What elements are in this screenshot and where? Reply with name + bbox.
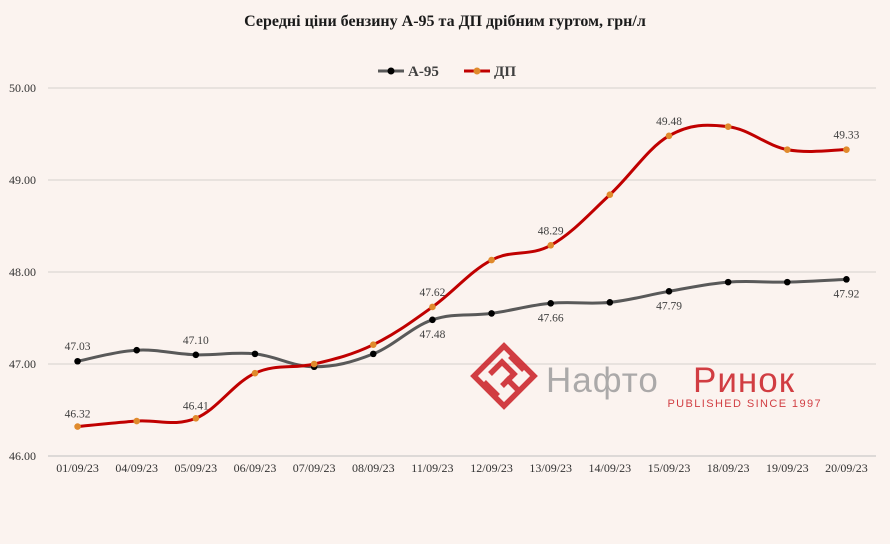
data-point-dp [192,414,200,422]
data-point-a95 [724,278,732,286]
data-point-dp [665,132,673,140]
x-tick-label: 12/09/23 [470,461,513,475]
svg-text:Ринок: Ринок [693,361,795,400]
y-tick-label: 48.00 [9,265,36,279]
legend-label-a95: А-95 [408,64,439,80]
data-point-dp [606,191,614,199]
y-tick-label: 47.00 [9,357,36,371]
data-point-a95 [547,299,555,307]
data-point-a95 [192,351,200,359]
data-point-dp [251,369,259,377]
data-point-dp [783,146,791,153]
data-point-dp [547,242,555,249]
y-axis-ticks: 46.00 47.00 48.00 49.00 50.00 [9,81,36,463]
x-tick-label: 05/09/23 [175,461,218,475]
logo-tagline: PUBLISHED SINCE 1997 [667,398,822,410]
data-label-a95: 47.03 [65,341,91,353]
x-tick-label: 07/09/23 [293,461,336,475]
data-labels: 47.03 47.10 47.48 47.66 47.79 47.92 46.32 46.41… [65,116,860,421]
data-label-a95: 47.66 [538,312,564,324]
logo-mark [470,342,538,410]
data-point-a95 [251,350,259,358]
data-point-dp [74,423,81,430]
data-point-a95 [429,316,436,324]
data-point-dp [724,123,732,130]
x-tick-label: 14/09/23 [589,461,632,475]
x-axis-ticks: 01/09/23 04/09/23 05/09/23 06/09/23 07/09/23… [56,461,868,475]
legend-marker-a95 [387,67,395,75]
series-line-a95 [76,277,848,369]
data-label-dp: 49.33 [833,130,859,142]
series-layer [74,123,850,430]
data-point-a95 [74,357,81,365]
data-point-a95 [665,288,673,295]
data-label-a95: 47.92 [833,288,859,300]
x-tick-label: 18/09/23 [707,461,750,475]
svg-text:Нафто: Нафто [546,361,659,400]
data-label-a95: 47.79 [656,300,682,312]
legend-item-dp: ДП [464,64,516,80]
data-label-dp: 48.29 [538,225,564,237]
x-tick-label: 20/09/23 [825,461,868,475]
data-label-a95: 47.10 [183,335,209,347]
x-tick-label: 15/09/23 [648,461,691,475]
data-point-a95 [488,310,495,317]
y-tick-label: 49.00 [9,173,36,187]
data-label-dp: 49.48 [656,116,682,128]
data-point-dp [843,146,850,153]
data-point-a95 [783,278,791,286]
x-tick-label: 19/09/23 [766,461,809,475]
legend: А-95 ДП [378,64,516,80]
x-tick-label: 01/09/23 [56,461,99,475]
x-tick-label: 06/09/23 [234,461,277,475]
data-point-dp [310,360,318,368]
data-point-dp [133,417,141,425]
data-label-dp: 46.32 [65,409,91,421]
data-label-a95: 47.48 [419,329,445,341]
naftorynok-logo: Нафто Ринок PUBLISHED SINCE 1997 [470,342,822,410]
x-tick-label: 04/09/23 [115,461,158,475]
x-tick-label: 13/09/23 [529,461,572,475]
grid [48,87,876,457]
x-tick-label: 11/09/23 [411,461,453,475]
data-point-a95 [369,350,377,358]
data-label-dp: 47.62 [419,287,445,299]
data-point-dp [488,256,495,264]
data-point-a95 [606,299,614,306]
data-label-dp: 46.41 [183,400,209,412]
legend-label-dp: ДП [494,64,516,80]
data-point-a95 [843,276,850,283]
series-line-dp [76,123,848,429]
legend-item-a95: А-95 [378,64,439,80]
data-point-dp [369,341,377,348]
chart-title: Середні ціни бензину А-95 та ДП дрібним … [244,13,646,30]
y-tick-label: 46.00 [9,449,36,463]
logo-wordmark: Нафто Ринок [546,361,795,400]
y-tick-label: 50.00 [9,81,36,95]
legend-marker-dp [473,67,481,75]
data-point-dp [429,303,436,311]
x-tick-label: 08/09/23 [352,461,395,475]
data-point-a95 [133,346,141,354]
